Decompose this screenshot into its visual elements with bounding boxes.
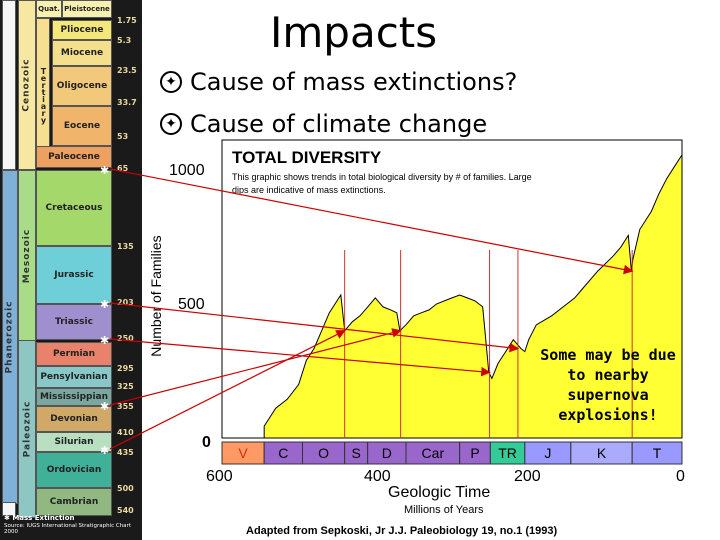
period-triassic: Triassic <box>36 304 112 340</box>
era-label: Cenozoic <box>22 58 33 112</box>
chart-title: TOTAL DIVERSITY <box>232 148 382 167</box>
age-label: 295 <box>117 364 134 373</box>
period-bar-segment <box>631 441 683 465</box>
age-label: 33.7 <box>117 98 137 107</box>
extinction-star-icon: ✱ <box>100 298 110 311</box>
geologic-timescale: Phanerozoic Cenozoic Mesozoic Paleozoic … <box>0 0 142 540</box>
globe-icon: ✦ <box>160 113 182 135</box>
x-tick: 200 <box>514 468 541 485</box>
period-eocene: Eocene <box>52 106 112 146</box>
extinction-star-icon: ✱ <box>100 164 110 177</box>
legend: ✱ Mass Extinction <box>4 514 75 522</box>
period-bar-label: TR <box>498 445 517 461</box>
extinction-star-icon: ✱ <box>100 334 110 347</box>
period-bar-label: C <box>278 445 288 461</box>
legend-text: Mass Extinction <box>12 514 75 522</box>
age-label: 355 <box>117 402 134 411</box>
eon-top-spacer <box>2 0 16 170</box>
eon-label: Phanerozoic <box>5 300 15 374</box>
period-paleocene: Paleocene <box>36 146 112 168</box>
age-label: 5.3 <box>117 36 132 45</box>
globe-icon: ✦ <box>160 71 182 93</box>
period-bar-label: Car <box>422 445 445 461</box>
tertiary-text: Tertiary <box>39 67 48 123</box>
period-bar: V C O S D Car P TR J K T <box>221 441 683 465</box>
source-text: Source: IUGS International Stratigraphic… <box>4 523 131 535</box>
age-label: 23.5 <box>117 66 137 75</box>
period-bar-label: K <box>597 445 607 461</box>
age-label: 203 <box>117 298 134 307</box>
eon-phanerozoic: Phanerozoic <box>2 170 18 504</box>
eon-bottom-spacer <box>2 502 16 516</box>
era-cenozoic: Cenozoic <box>18 0 36 170</box>
extinction-star-icon: ✱ <box>4 514 10 522</box>
age-label: 1.75 <box>117 16 137 25</box>
era-paleozoic: Paleozoic <box>18 340 36 518</box>
era-label: Paleozoic <box>22 400 32 458</box>
y-axis-label: Number of Families <box>148 235 164 357</box>
pleistocene-label: Pleistocene <box>62 0 112 18</box>
bullet-text: Cause of climate change <box>190 110 488 138</box>
x-tick: 400 <box>364 468 391 485</box>
bullet-item: ✦ Cause of climate change <box>160 110 487 138</box>
y-tick: 1000 <box>169 162 205 179</box>
age-label: 53 <box>117 132 129 141</box>
era-mesozoic: Mesozoic <box>18 170 36 342</box>
age-label: 540 <box>117 506 134 515</box>
period-cretaceous: Cretaceous <box>36 170 112 246</box>
quat-label: Quat. <box>36 0 62 18</box>
extinction-star-icon: ✱ <box>100 400 110 413</box>
age-label: 325 <box>117 382 134 391</box>
age-label: 500 <box>117 484 134 493</box>
period-bar-label: J <box>544 445 551 461</box>
period-miocene: Miocene <box>52 40 112 66</box>
age-label: 65 <box>117 164 129 173</box>
x-axis-label: Geologic Time <box>388 484 491 501</box>
age-label: 135 <box>117 242 134 251</box>
era-label: Mesozoic <box>22 228 33 284</box>
chart-credit: Adapted from Sepkoski, Jr J.J. Paleobiol… <box>246 525 558 537</box>
extinction-star-icon: ✱ <box>100 444 110 457</box>
y-tick: 500 <box>178 296 205 313</box>
x-tick: 0 <box>676 468 685 485</box>
period-bar-label: S <box>351 445 360 461</box>
age-label: 410 <box>117 428 134 437</box>
period-pensylvanian: Pensylvanian <box>36 366 112 388</box>
period-mississippian: Mississippian <box>36 388 112 406</box>
period-ordovician: Ordovician <box>36 452 112 488</box>
bullet-text: Cause of mass extinctions? <box>190 68 518 96</box>
age-label: 435 <box>117 448 134 457</box>
x-axis-sublabel: Millions of Years <box>404 504 484 516</box>
period-permian: Permian <box>36 342 112 366</box>
age-label: 250 <box>117 334 134 343</box>
period-cambrian: Cambrian <box>36 488 112 516</box>
period-oligocene: Oligocene <box>52 66 112 106</box>
chart-subtitle: This graphic shows trends in total biolo… <box>232 172 532 195</box>
y-tick: 0 <box>202 434 211 451</box>
period-bar-label: T <box>653 445 662 461</box>
period-jurassic: Jurassic <box>36 246 112 304</box>
period-bar-label: V <box>238 445 248 461</box>
period-bar-label: P <box>470 445 479 461</box>
period-devonian: Devonian <box>36 406 112 432</box>
x-tick: 600 <box>206 468 233 485</box>
supernova-note: Some may be due to nearby supernova expl… <box>540 346 676 424</box>
slide-title: Impacts <box>270 8 438 57</box>
period-pliocene: Pliocene <box>52 20 112 40</box>
period-bar-label: O <box>318 445 329 461</box>
bullet-item: ✦ Cause of mass extinctions? <box>160 68 517 96</box>
period-bar-label: D <box>382 445 392 461</box>
diversity-chart: V C O S D Car P TR J K T TOTAL DIVERSITY This grap… <box>142 138 720 540</box>
